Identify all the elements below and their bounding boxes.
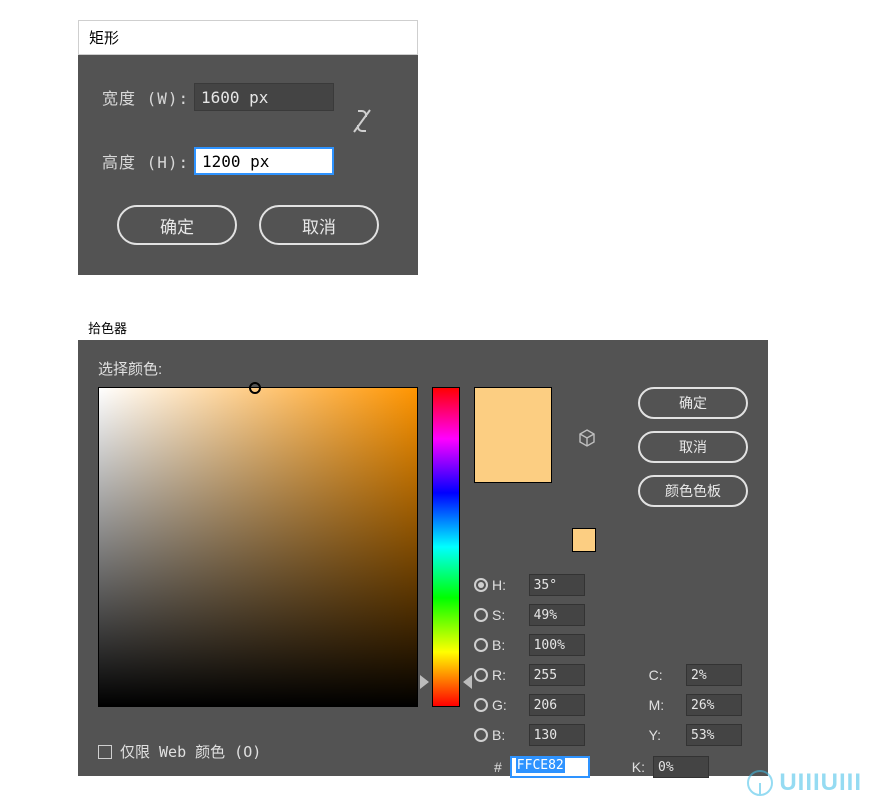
- g-input[interactable]: [529, 694, 585, 716]
- web-only-checkbox[interactable]: [98, 745, 112, 759]
- hex-input[interactable]: FFCE82: [510, 756, 590, 778]
- color-picker-dialog: 选择颜色:: [78, 340, 768, 776]
- g-radio[interactable]: [474, 698, 488, 712]
- hex-label: #: [494, 759, 502, 775]
- saturation-field[interactable]: [98, 387, 418, 707]
- y-input[interactable]: [686, 724, 742, 746]
- picker-cancel-button[interactable]: 取消: [638, 431, 748, 463]
- picker-swatches-button[interactable]: 颜色色板: [638, 475, 748, 507]
- h-radio[interactable]: [474, 578, 488, 592]
- c-input[interactable]: [686, 664, 742, 686]
- color-picker-window-title: 拾色器: [88, 318, 127, 337]
- bl-label[interactable]: B:: [474, 727, 519, 743]
- web-only-label: 仅限 Web 颜色 (O): [120, 741, 261, 762]
- m-input[interactable]: [686, 694, 742, 716]
- picker-ok-button[interactable]: 确定: [638, 387, 748, 419]
- r-radio[interactable]: [474, 668, 488, 682]
- hue-arrow-left-icon: [420, 675, 429, 689]
- h-input[interactable]: [529, 574, 585, 596]
- swatch-old: [475, 435, 551, 482]
- ok-button[interactable]: 确定: [117, 205, 237, 245]
- bl-input[interactable]: [529, 724, 585, 746]
- m-label: M:: [649, 697, 676, 713]
- c-label: C:: [649, 667, 676, 683]
- rect-dialog-title: 矩形: [78, 20, 418, 55]
- hue-slider[interactable]: [432, 387, 460, 707]
- h-label[interactable]: H:: [474, 577, 519, 593]
- y-label: Y:: [649, 727, 676, 743]
- r-label[interactable]: R:: [474, 667, 519, 683]
- b-input[interactable]: [529, 634, 585, 656]
- height-input[interactable]: [194, 147, 334, 175]
- width-label: 宽度 (W):: [102, 85, 194, 109]
- cancel-button[interactable]: 取消: [259, 205, 379, 245]
- b-label[interactable]: B:: [474, 637, 519, 653]
- b-radio[interactable]: [474, 638, 488, 652]
- rect-dialog-body: 宽度 (W): 高度 (H): 确定 取消: [78, 55, 418, 275]
- width-input[interactable]: [194, 83, 334, 111]
- color-swatch: [474, 387, 552, 483]
- k-input[interactable]: [653, 756, 709, 778]
- g-label[interactable]: G:: [474, 697, 519, 713]
- swatch-new: [475, 388, 551, 435]
- saturation-cursor-icon: [249, 382, 261, 394]
- height-label: 高度 (H):: [102, 149, 194, 173]
- select-color-label: 选择颜色:: [98, 358, 748, 379]
- s-radio[interactable]: [474, 608, 488, 622]
- cube-3d-icon[interactable]: [578, 429, 596, 452]
- s-label[interactable]: S:: [474, 607, 519, 623]
- s-input[interactable]: [529, 604, 585, 626]
- bl-radio[interactable]: [474, 728, 488, 742]
- k-label: K:: [632, 759, 645, 775]
- hue-arrow-right-icon: [463, 675, 472, 689]
- link-dimensions-icon[interactable]: [348, 94, 376, 148]
- r-input[interactable]: [529, 664, 585, 686]
- watermark: UIIIUIII: [747, 769, 862, 797]
- swatch-alt[interactable]: [572, 528, 596, 552]
